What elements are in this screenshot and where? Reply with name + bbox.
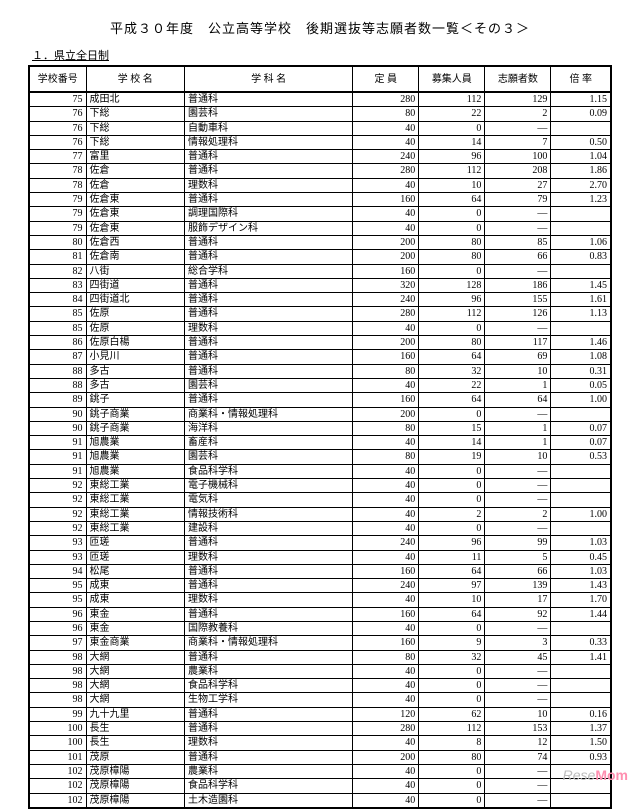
header-row: 学校番号 学 校 名 学 科 名 定 員 募集人員 志願者数 倍 率 bbox=[29, 66, 611, 92]
table-row: 91旭農業食品科学科400— bbox=[29, 464, 611, 478]
table-row: 99九十九里普通科12062100.16 bbox=[29, 707, 611, 721]
table-row: 102茂原樟陽農業科400— bbox=[29, 764, 611, 778]
table-row: 80佐倉西普通科20080851.06 bbox=[29, 235, 611, 249]
table-row: 102茂原樟陽食品科学科400— bbox=[29, 779, 611, 793]
table-row: 102茂原樟陽土木造園科400— bbox=[29, 793, 611, 808]
table-row: 82八街総合学科1600— bbox=[29, 264, 611, 278]
col-capacity: 定 員 bbox=[353, 66, 419, 92]
table-row: 98大網食品科学科400— bbox=[29, 679, 611, 693]
table-row: 98大網農業科400— bbox=[29, 664, 611, 678]
table-row: 84四街道北普通科240961551.61 bbox=[29, 293, 611, 307]
table-row: 86佐原白楊普通科200801171.46 bbox=[29, 336, 611, 350]
table-row: 79佐倉東普通科16064791.23 bbox=[29, 193, 611, 207]
table-row: 98大網普通科8032451.41 bbox=[29, 650, 611, 664]
table-row: 76下総自動車科400— bbox=[29, 121, 611, 135]
table-row: 75成田北普通科2801121291.15 bbox=[29, 92, 611, 107]
table-row: 85佐原理数科400— bbox=[29, 321, 611, 335]
table-row: 85佐原普通科2801121261.13 bbox=[29, 307, 611, 321]
table-row: 100長生普通科2801121531.37 bbox=[29, 722, 611, 736]
table-row: 96東金国際教養科400— bbox=[29, 621, 611, 635]
col-department: 学 科 名 bbox=[185, 66, 353, 92]
col-school-id: 学校番号 bbox=[29, 66, 86, 92]
table-row: 76下総情報処理科401470.50 bbox=[29, 135, 611, 149]
table-row: 78佐倉普通科2801122081.86 bbox=[29, 164, 611, 178]
table-row: 92東総工業情報技術科40221.00 bbox=[29, 507, 611, 521]
table-row: 79佐倉東調理国際科400— bbox=[29, 207, 611, 221]
table-row: 91旭農業園芸科8019100.53 bbox=[29, 450, 611, 464]
table-row: 100長生理数科408121.50 bbox=[29, 736, 611, 750]
table-row: 90銚子商業海洋科801510.07 bbox=[29, 421, 611, 435]
table-row: 101茂原普通科20080740.93 bbox=[29, 750, 611, 764]
col-rate: 倍 率 bbox=[551, 66, 611, 92]
page-title: 平成３０年度 公立高等学校 後期選抜等志願者数一覧＜その３＞ bbox=[28, 18, 612, 37]
col-recruit: 募集人員 bbox=[419, 66, 485, 92]
table-row: 97東金商業商業科・情報処理科160930.33 bbox=[29, 636, 611, 650]
table-row: 88多古普通科8032100.31 bbox=[29, 364, 611, 378]
table-row: 96東金普通科16064921.44 bbox=[29, 607, 611, 621]
table-row: 92東総工業電子機械科400— bbox=[29, 479, 611, 493]
table-row: 83四街道普通科3201281861.45 bbox=[29, 278, 611, 292]
applicant-table: 学校番号 学 校 名 学 科 名 定 員 募集人員 志願者数 倍 率 75成田北… bbox=[28, 65, 612, 809]
subtitle: １．県立全日制 bbox=[32, 47, 612, 63]
table-row: 81佐倉南普通科20080660.83 bbox=[29, 250, 611, 264]
table-row: 87小見川普通科16064691.08 bbox=[29, 350, 611, 364]
table-row: 78佐倉理数科4010272.70 bbox=[29, 178, 611, 192]
table-row: 91旭農業畜産科401410.07 bbox=[29, 436, 611, 450]
table-row: 88多古園芸科402210.05 bbox=[29, 378, 611, 392]
table-row: 79佐倉東服飾デザイン科400— bbox=[29, 221, 611, 235]
watermark: ReseMom bbox=[563, 767, 628, 783]
table-row: 94松尾普通科16064661.03 bbox=[29, 564, 611, 578]
table-row: 95成東理数科4010171.70 bbox=[29, 593, 611, 607]
table-row: 93匝瑳理数科401150.45 bbox=[29, 550, 611, 564]
table-row: 93匝瑳普通科24096991.03 bbox=[29, 536, 611, 550]
col-school-name: 学 校 名 bbox=[86, 66, 185, 92]
table-row: 77富里普通科240961001.04 bbox=[29, 150, 611, 164]
table-row: 92東総工業電気科400— bbox=[29, 493, 611, 507]
table-row: 76下総園芸科802220.09 bbox=[29, 107, 611, 121]
table-row: 90銚子商業商業科・情報処理科2000— bbox=[29, 407, 611, 421]
table-row: 95成東普通科240971391.43 bbox=[29, 579, 611, 593]
table-row: 92東総工業建設科400— bbox=[29, 521, 611, 535]
table-row: 89銚子普通科16064641.00 bbox=[29, 393, 611, 407]
col-applicants: 志願者数 bbox=[485, 66, 551, 92]
table-row: 98大網生物工学科400— bbox=[29, 693, 611, 707]
